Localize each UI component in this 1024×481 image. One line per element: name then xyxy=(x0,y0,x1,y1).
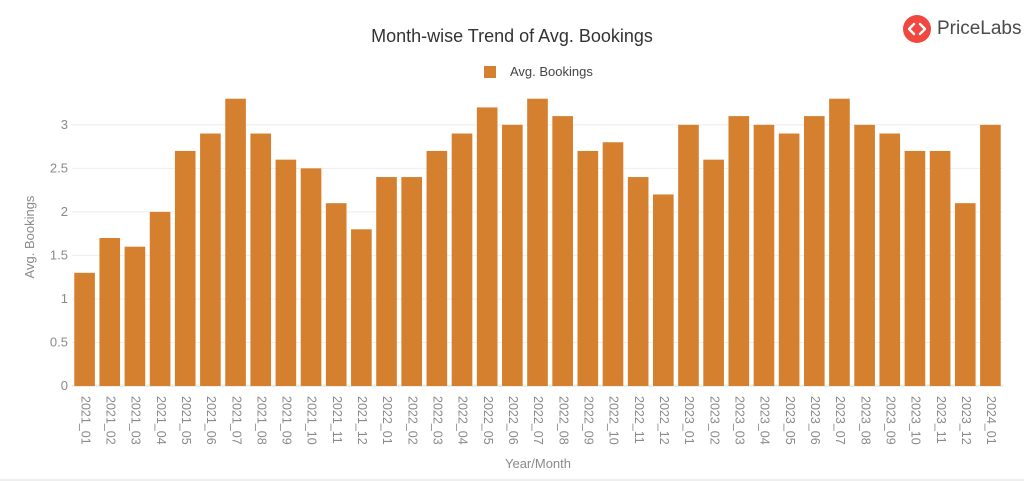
y-tick-label: 2.5 xyxy=(50,160,68,175)
x-tick-label: 2023_07 xyxy=(833,396,847,445)
bar[interactable] xyxy=(527,98,548,387)
bar[interactable] xyxy=(829,98,850,387)
x-tick-label: 2023_06 xyxy=(808,396,822,445)
bar[interactable] xyxy=(778,133,800,386)
x-tick-label: 2023_11 xyxy=(934,396,948,444)
bar[interactable] xyxy=(174,150,196,386)
bar[interactable] xyxy=(652,194,674,386)
bar[interactable] xyxy=(753,124,775,386)
x-axis-ticks: 2021_01 2021_02 2021_03 2021_04 2021_05 2021_… xyxy=(78,396,998,445)
bar[interactable] xyxy=(149,211,171,386)
y-tick-label: 2 xyxy=(61,204,68,219)
x-tick-label: 2022_02 xyxy=(405,396,419,445)
bar[interactable] xyxy=(502,124,523,386)
bar[interactable] xyxy=(728,116,750,386)
x-tick-label: 2022_07 xyxy=(531,396,545,445)
bar[interactable] xyxy=(703,159,724,386)
bar[interactable] xyxy=(275,159,297,386)
bars xyxy=(74,98,1001,387)
x-tick-label: 2021_09 xyxy=(280,396,294,445)
bar[interactable] xyxy=(627,177,649,386)
bar[interactable] xyxy=(476,107,498,386)
y-tick-label: 1.5 xyxy=(50,247,68,262)
x-tick-label: 2023_05 xyxy=(783,396,797,445)
bar[interactable] xyxy=(225,98,246,387)
x-tick-label: 2022_08 xyxy=(556,396,570,445)
bar[interactable] xyxy=(124,246,146,386)
bar[interactable] xyxy=(74,272,95,386)
x-tick-label: 2022_11 xyxy=(632,396,646,444)
bar[interactable] xyxy=(426,150,448,386)
x-tick-label: 2023_10 xyxy=(909,396,923,445)
y-tick-label: 3 xyxy=(61,117,68,132)
y-tick-label: 1 xyxy=(61,291,68,306)
x-tick-label: 2022_04 xyxy=(456,396,470,445)
x-tick-label: 2021_08 xyxy=(254,396,268,445)
brand-logo[interactable]: PriceLabs xyxy=(903,14,1022,44)
bar[interactable] xyxy=(250,133,272,386)
bar[interactable] xyxy=(602,142,624,386)
bar[interactable] xyxy=(879,133,901,386)
x-tick-label: 2021_07 xyxy=(229,396,243,445)
x-tick-label: 2021_01 xyxy=(78,396,92,445)
bar[interactable] xyxy=(929,150,951,386)
y-tick-label: 0.5 xyxy=(50,334,68,349)
x-tick-label: 2021_04 xyxy=(154,396,168,445)
bar[interactable] xyxy=(954,203,976,386)
x-tick-label: 2022_12 xyxy=(657,396,671,445)
y-tick-label: 0 xyxy=(61,378,68,393)
x-tick-label: 2022_05 xyxy=(481,396,495,445)
x-tick-label: 2021_11 xyxy=(330,396,344,444)
x-tick-label: 2023_02 xyxy=(707,396,721,445)
x-tick-label: 2022_01 xyxy=(380,396,394,445)
x-tick-label: 2021_10 xyxy=(305,396,319,445)
bar[interactable] xyxy=(980,124,1001,386)
brand-name: PriceLabs xyxy=(937,18,1022,39)
bar[interactable] xyxy=(99,238,121,386)
x-tick-label: 2023_03 xyxy=(733,396,747,445)
x-tick-label: 2021_03 xyxy=(129,396,143,445)
x-tick-label: 2022_10 xyxy=(607,396,621,445)
x-tick-label: 2022_09 xyxy=(582,396,596,445)
y-axis-label: Avg. Bookings xyxy=(22,195,37,278)
bar[interactable] xyxy=(854,124,875,386)
bar[interactable] xyxy=(678,124,699,386)
bar[interactable] xyxy=(803,116,825,386)
x-tick-label: 2021_12 xyxy=(355,396,369,445)
x-tick-label: 2023_04 xyxy=(758,396,772,445)
bar[interactable] xyxy=(577,150,599,386)
x-tick-label: 2021_06 xyxy=(204,396,218,445)
x-tick-label: 2022_03 xyxy=(431,396,445,445)
bar[interactable] xyxy=(904,150,926,386)
bar[interactable] xyxy=(325,203,347,386)
x-tick-label: 2023_08 xyxy=(858,396,872,445)
x-tick-label: 2023_12 xyxy=(959,396,973,445)
x-tick-label: 2021_02 xyxy=(103,396,117,445)
x-tick-label: 2022_06 xyxy=(506,396,520,445)
legend-swatch xyxy=(484,65,496,78)
legend[interactable]: Avg. Bookings xyxy=(484,64,593,79)
bar[interactable] xyxy=(552,116,573,386)
x-tick-label: 2023_09 xyxy=(883,396,897,445)
divider xyxy=(0,479,1024,481)
bar[interactable] xyxy=(300,168,322,386)
bar[interactable] xyxy=(401,177,423,386)
bar[interactable] xyxy=(200,133,221,386)
bar[interactable] xyxy=(451,133,473,386)
x-axis-label: Year/Month xyxy=(505,456,571,471)
pricelabs-logo-icon xyxy=(903,15,931,43)
x-tick-label: 2024_01 xyxy=(984,396,998,445)
chart-title: Month-wise Trend of Avg. Bookings xyxy=(371,26,653,46)
y-axis-ticks: 0 0.5 1 1.5 2 2.5 3 xyxy=(50,117,68,393)
x-tick-label: 2023_01 xyxy=(682,396,696,445)
x-tick-label: 2021_05 xyxy=(179,396,193,445)
legend-label: Avg. Bookings xyxy=(510,64,593,79)
bar[interactable] xyxy=(376,177,397,386)
bar[interactable] xyxy=(351,229,372,386)
